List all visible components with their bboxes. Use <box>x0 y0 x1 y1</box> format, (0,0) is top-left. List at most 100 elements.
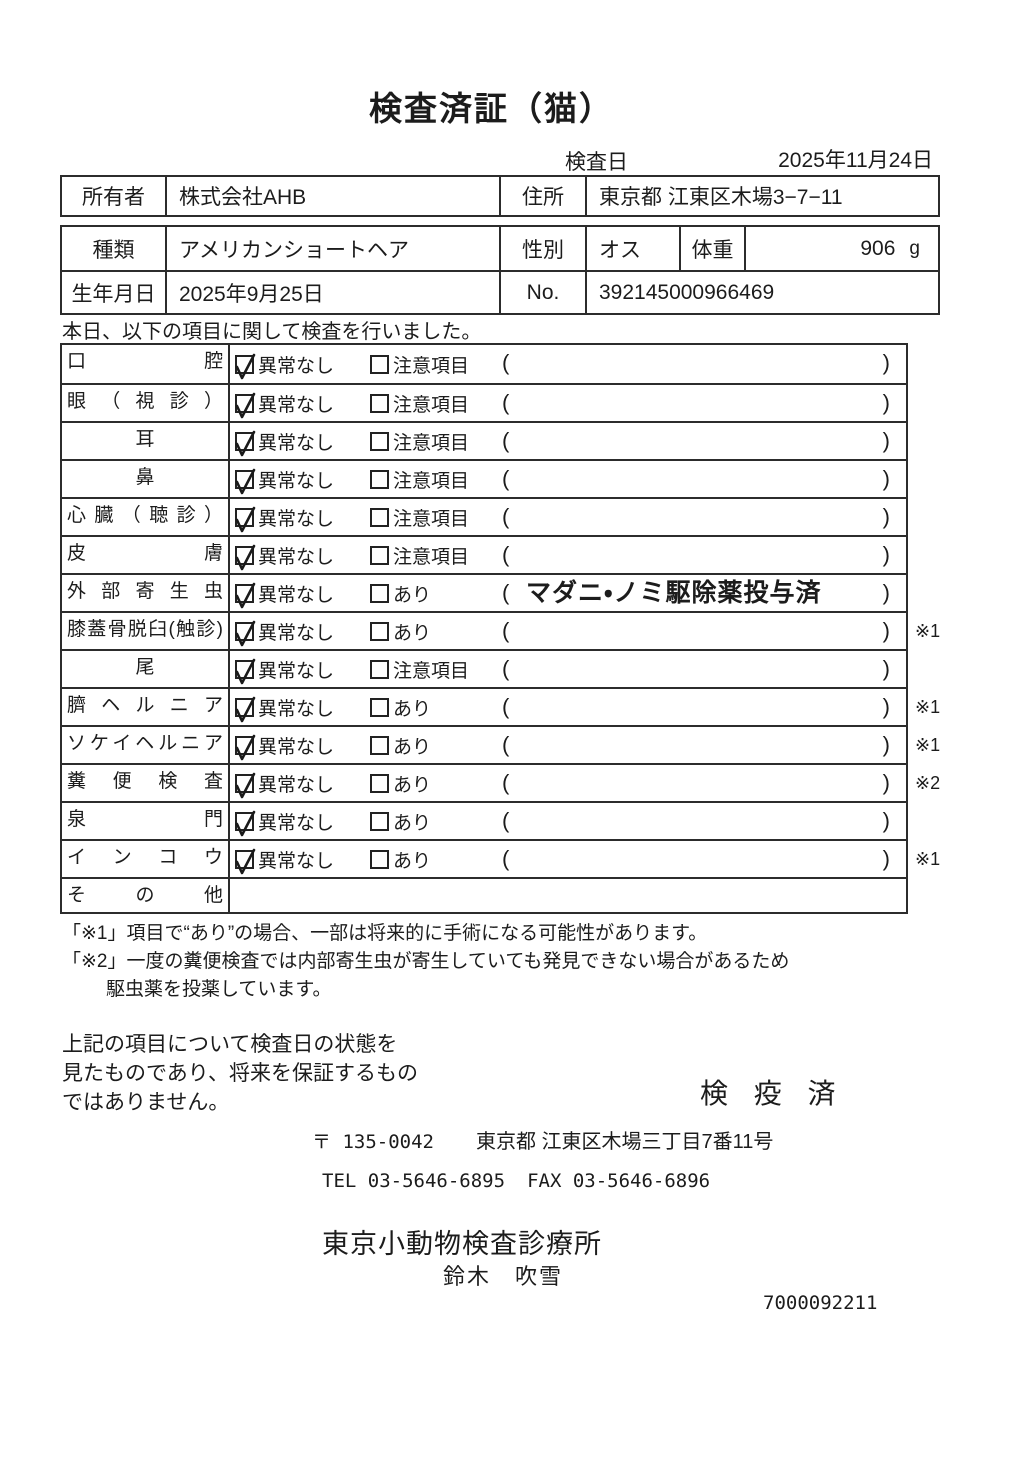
paren-close: ) <box>882 390 890 415</box>
caution-option: 注意項目 <box>370 423 469 459</box>
paren-open: ( <box>502 618 510 643</box>
caution-option: 注意項目 <box>370 461 469 497</box>
unchecked-checkbox-icon <box>370 545 389 565</box>
tel-number: 03-5646-6895 <box>367 1170 506 1192</box>
breed-label: 種類 <box>92 238 135 262</box>
paren-open: ( <box>502 656 510 681</box>
tel-label: TEL <box>322 1170 357 1192</box>
exam-item-label: 外 部 寄 生 虫 <box>62 575 230 611</box>
check-mark-icon <box>235 582 256 608</box>
paren-open: ( <box>502 770 510 795</box>
exam-item-label: そ の 他 <box>62 879 230 912</box>
birth-row: 生年月日 2025年9月25日 No. 392145000966469 <box>62 270 938 313</box>
owner-row: 所有者 株式会社AHB 住所 東京都 江東区木場3−7−11 <box>62 177 938 215</box>
no-abnormality-option: 異常なし <box>235 727 334 763</box>
paren-close: ) <box>882 732 890 757</box>
checked-checkbox-icon <box>235 468 256 494</box>
no-abnormality-label: 異常なし <box>258 470 335 492</box>
exam-item-content: 異常なし 注意項目 ( ) <box>230 423 906 459</box>
no-abnormality-label: 異常なし <box>258 660 335 682</box>
table-row: 皮 膚 異常なし 注意項目 ( ) <box>62 535 906 573</box>
table-row: 泉 門 異常なし あり ( ) <box>62 801 906 839</box>
number-value: 392145000966469 <box>585 272 938 313</box>
no-abnormality-option: 異常なし <box>235 385 334 421</box>
caution-option-label: 注意項目 <box>393 660 470 682</box>
check-mark-icon <box>235 734 256 760</box>
paren-open: ( <box>502 542 510 567</box>
quarantine-passed-stamp: 検 疫 済 <box>700 1078 845 1109</box>
check-mark-icon <box>235 544 256 570</box>
number-label: No. <box>499 272 585 313</box>
paren-close: ) <box>882 542 890 567</box>
caution-option-label: あり <box>393 736 432 758</box>
paren-close: ) <box>882 770 890 795</box>
breed-row: 種類 アメリカンショートヘア 性別 オス 体重 906 g <box>62 227 938 270</box>
paren-open: ( <box>502 390 510 415</box>
caution-option: 注意項目 <box>370 651 469 687</box>
caution-option-label: 注意項目 <box>393 432 470 454</box>
unchecked-checkbox-icon <box>370 773 389 793</box>
no-abnormality-label: 異常なし <box>258 432 335 454</box>
caution-option: あり <box>370 803 431 839</box>
footnote-1: 「※1」項目で“あり”の場合、一部は将来的に手術になる可能性があります。 <box>62 923 708 944</box>
weight-number: 906 <box>860 236 896 260</box>
check-mark-icon <box>235 430 256 456</box>
caution-option: 注意項目 <box>370 385 469 421</box>
exam-item-label: 尾 <box>62 651 230 687</box>
sex-value: オス <box>585 227 679 270</box>
exam-item-label: 眼 （ 視 診 ） <box>62 385 230 421</box>
exam-item-label: 心 臓 （ 聴 診 ） <box>62 499 230 535</box>
exam-item-content: 異常なし あり ( ) <box>230 803 906 839</box>
unchecked-checkbox-icon <box>370 735 389 755</box>
caution-option: あり <box>370 765 431 801</box>
exam-item-label: 膝蓋骨脱臼(触診) <box>62 613 230 649</box>
checked-checkbox-icon <box>235 772 256 798</box>
clinic-address: 東京都 江東区木場三丁目7番11号 <box>475 1131 774 1153</box>
paren-open: ( <box>502 350 510 375</box>
caution-option: あり <box>370 689 431 725</box>
exam-date-label: 検査日 <box>565 151 628 174</box>
table-row: 眼 （ 視 診 ） 異常なし 注意項目 ( ) <box>62 383 906 421</box>
no-abnormality-label: 異常なし <box>258 584 335 606</box>
no-abnormality-option: 異常なし <box>235 575 334 611</box>
disclaimer-line1: 上記の項目について検査日の状態を <box>62 1033 398 1056</box>
exam-item-content: 異常なし あり ( ) <box>230 689 906 725</box>
table-row: 尾 異常なし 注意項目 ( ) <box>62 649 906 687</box>
paren-close: ) <box>882 350 890 375</box>
caution-option-label: あり <box>393 812 432 834</box>
paren-close: ) <box>882 846 890 871</box>
table-row: イ ン コ ウ 異常なし あり ( ) ※1 <box>62 839 940 877</box>
footnote-mark: ※1 <box>915 849 941 869</box>
check-mark-icon <box>235 658 256 684</box>
weight-value: 906 g <box>744 227 938 270</box>
sex-label: 性別 <box>499 227 585 270</box>
exam-date-value: 2025年11月24日 <box>778 149 933 172</box>
exam-items-table: 口 腔 異常なし 注意項目 ( ) <box>60 343 940 914</box>
exam-item-content: 異常なし 注意項目 ( ) <box>230 345 906 383</box>
table-row: 鼻 異常なし 注意項目 ( ) <box>62 459 906 497</box>
no-abnormality-label: 異常なし <box>258 812 335 834</box>
exam-item-content: 異常なし 注意項目 ( ) <box>230 499 906 535</box>
checked-checkbox-icon <box>235 734 256 760</box>
caution-option-label: 注意項目 <box>393 508 470 530</box>
footnote-mark: ※1 <box>915 735 941 755</box>
exam-item-content: 異常なし 注意項目 ( ) <box>230 651 906 687</box>
unchecked-checkbox-icon <box>370 811 389 831</box>
intro-text: 本日、以下の項目に関して検査を行いました。 <box>62 321 482 343</box>
disclaimer-line2: 見たものであり、将来を保証するもの <box>62 1062 418 1085</box>
caution-option-label: あり <box>393 850 432 872</box>
exam-item-label: 鼻 <box>62 461 230 497</box>
checked-checkbox-icon <box>235 848 256 874</box>
exam-item-content: 異常なし 注意項目 ( ) <box>230 537 906 573</box>
exam-item-label: 口 腔 <box>62 345 230 383</box>
footnote-2-line2: 駆虫薬を投薬しています。 <box>106 979 332 1000</box>
exam-item-label: 皮 膚 <box>62 537 230 573</box>
footnote-2-line1: 「※2」一度の糞便検査では内部寄生虫が寄生していても発見できない場合があるため <box>62 951 790 972</box>
owner-label: 所有者 <box>82 186 145 209</box>
exam-item-content: 異常なし あり ( ) <box>230 727 906 763</box>
exam-item-label: 耳 <box>62 423 230 459</box>
exam-item-label: ソケイヘルニア <box>62 727 230 763</box>
caution-option-label: あり <box>393 774 432 796</box>
footnote-mark: ※1 <box>915 621 941 641</box>
tel-fax-line: TEL 03-5646-6895 FAX 03-5646-6896 <box>322 1170 710 1192</box>
